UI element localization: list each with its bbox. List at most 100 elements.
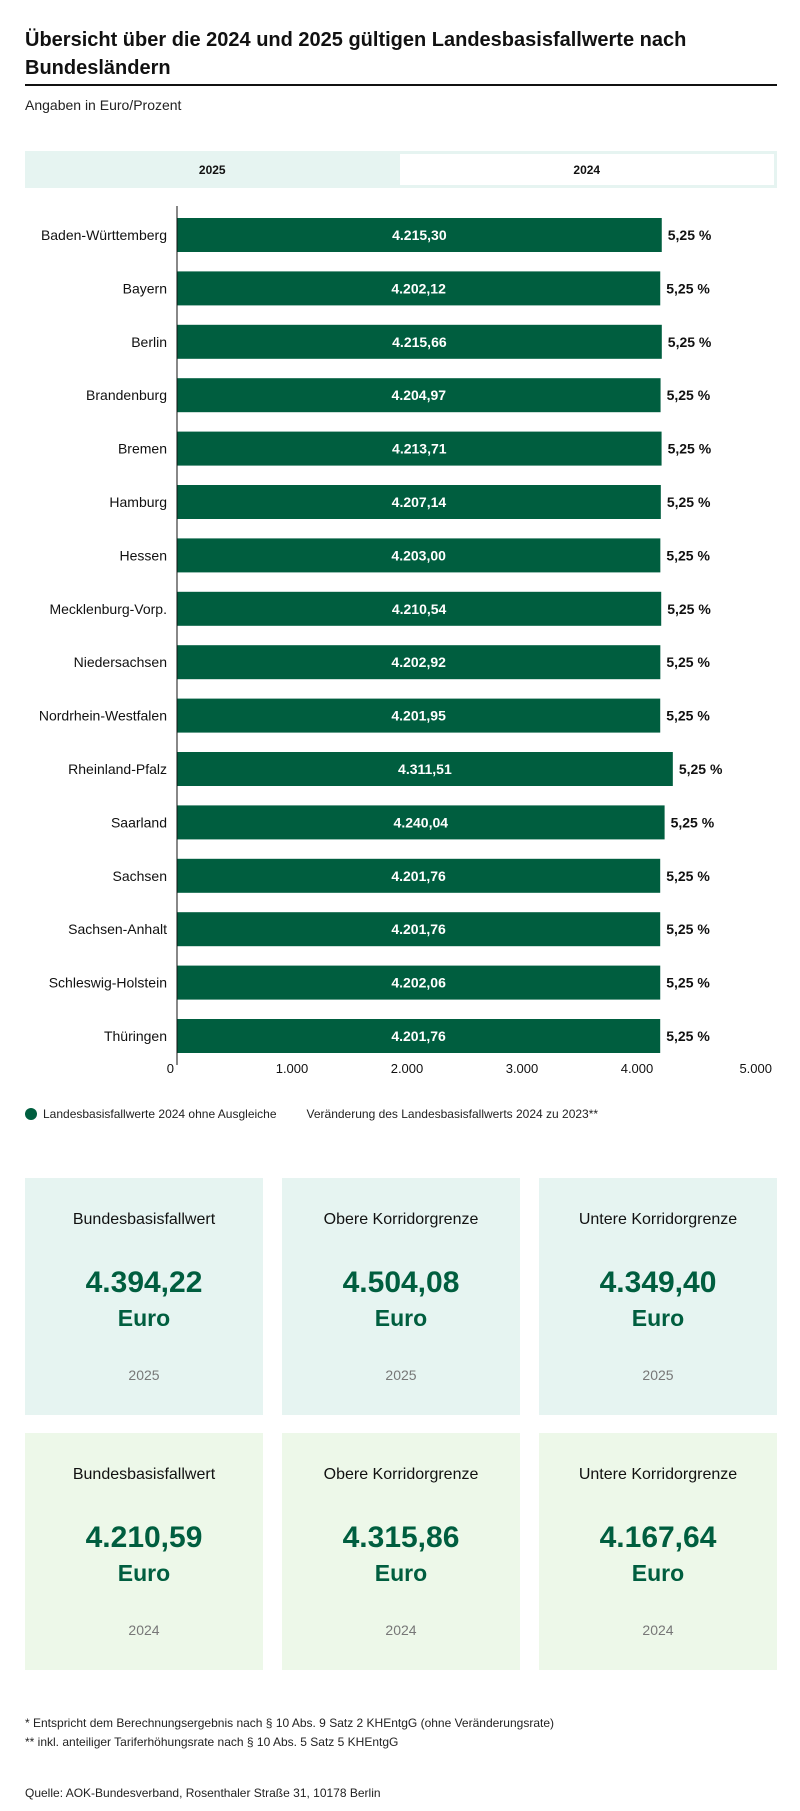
card-unit: Euro [117, 1305, 171, 1331]
card-unit: Euro [374, 1560, 428, 1586]
card-untere-korridorgrenze-2025: Untere Korridorgrenze 4.349,40 Euro 2025 [539, 1178, 777, 1415]
x-tick-label: 5.000 [739, 1061, 772, 1076]
card-unit: Euro [631, 1305, 685, 1331]
footnotes: * Entspricht dem Berechnungsergebnis nac… [25, 1714, 554, 1752]
card-unit: Euro [631, 1560, 685, 1586]
category-label: Saarland [111, 814, 167, 830]
change-label: 5,25 % [668, 227, 712, 243]
card-value: 4.349,40 [599, 1266, 717, 1299]
card-year: 2025 [642, 1367, 674, 1383]
category-label: Niedersachsen [74, 654, 167, 670]
category-label: Baden-Württemberg [41, 227, 167, 243]
change-label: 5,25 % [666, 708, 710, 724]
card-bundesbasisfallwert-2024: Bundesbasisfallwert 4.210,59 Euro 2024 [25, 1433, 263, 1670]
bar [177, 431, 662, 466]
year-tabs: 2025 2024 [25, 151, 777, 188]
cards-2025: Bundesbasisfallwert 4.394,22 Euro 2025 O… [25, 1178, 778, 1415]
bar-value-label: 4.311,51 [398, 761, 452, 777]
bar [177, 698, 661, 733]
card-untere-korridorgrenze-2024: Untere Korridorgrenze 4.167,64 Euro 2024 [539, 1433, 777, 1670]
card-year: 2025 [128, 1367, 160, 1383]
card-year: 2025 [385, 1367, 417, 1383]
source-note: Quelle: AOK-Bundesverband, Rosenthaler S… [25, 1786, 381, 1800]
bar [177, 965, 661, 1000]
change-label: 5,25 % [667, 494, 711, 510]
bar-value-label: 4.201,95 [391, 708, 446, 724]
category-label: Hessen [120, 547, 167, 563]
card-value: 4.167,64 [599, 1521, 717, 1554]
bar-value-label: 4.240,04 [394, 814, 449, 830]
change-label: 5,25 % [666, 921, 710, 937]
change-label: 5,25 % [666, 1028, 710, 1044]
category-label: Hamburg [109, 494, 167, 510]
bar-value-label: 4.213,71 [392, 441, 447, 457]
bar-value-label: 4.204,97 [392, 387, 447, 403]
card-year: 2024 [128, 1622, 160, 1638]
x-tick-label: 0 [167, 1061, 174, 1076]
bar-chart: Baden-Württemberg 4.215,30 5,25 % Bayern 4.2… [39, 206, 772, 1076]
bar [177, 271, 661, 306]
bar-value-label: 4.201,76 [391, 1028, 446, 1044]
x-tick-label: 1.000 [276, 1061, 309, 1076]
legend-swatch [25, 1108, 37, 1120]
card-label: Obere Korridorgrenze [323, 1466, 479, 1483]
card-label: Untere Korridorgrenze [578, 1211, 738, 1228]
category-label: Sachsen [113, 868, 167, 884]
change-label: 5,25 % [667, 601, 711, 617]
change-label: 5,25 % [679, 761, 723, 777]
bar-value-label: 4.201,76 [391, 921, 446, 937]
card-obere-korridorgrenze-2025: Obere Korridorgrenze 4.504,08 Euro 2025 [282, 1178, 520, 1415]
bar [177, 485, 661, 519]
bar [177, 645, 661, 680]
footnote-2: ** inkl. anteiliger Tariferhöhungsrate n… [25, 1735, 399, 1749]
page-title: Übersicht über die 2024 und 2025 gültige… [25, 29, 687, 79]
change-label: 5,25 % [671, 814, 715, 830]
card-obere-korridorgrenze-2024: Obere Korridorgrenze 4.315,86 Euro 2024 [282, 1433, 520, 1670]
x-tick-label: 3.000 [506, 1061, 539, 1076]
category-label: Mecklenburg-Vorp. [49, 601, 167, 617]
bar-value-label: 4.201,76 [391, 868, 446, 884]
card-label: Bundesbasisfallwert [72, 1211, 216, 1228]
bar-value-label: 4.215,30 [392, 227, 447, 243]
change-label: 5,25 % [666, 654, 710, 670]
change-label: 5,25 % [666, 547, 710, 563]
change-label: 5,25 % [667, 387, 711, 403]
tab-2024[interactable]: 2024 [399, 151, 777, 188]
card-label: Bundesbasisfallwert [72, 1466, 216, 1483]
category-label: Rheinland-Pfalz [68, 761, 167, 777]
bar [177, 538, 661, 573]
card-label: Obere Korridorgrenze [323, 1211, 479, 1228]
category-label: Nordrhein-Westfalen [39, 708, 167, 724]
category-label: Bayern [123, 280, 167, 296]
change-label: 5,25 % [666, 868, 710, 884]
card-unit: Euro [117, 1560, 171, 1586]
title-divider [25, 84, 777, 86]
card-label: Untere Korridorgrenze [578, 1466, 738, 1483]
tab-2025[interactable]: 2025 [25, 151, 400, 188]
footnote-1: * Entspricht dem Berechnungsergebnis nac… [25, 1716, 554, 1730]
legend-item-change: Veränderung des Landesbasisfallwerts 202… [306, 1107, 599, 1121]
bar-value-label: 4.202,06 [391, 975, 446, 991]
legend-item-values: Landesbasisfallwerte 2024 ohne Ausgleich… [43, 1107, 277, 1121]
category-label: Berlin [131, 334, 167, 350]
card-value: 4.210,59 [85, 1521, 203, 1554]
card-value: 4.394,22 [85, 1266, 203, 1299]
card-year: 2024 [385, 1622, 417, 1638]
change-label: 5,25 % [668, 441, 712, 457]
category-label: Brandenburg [86, 387, 167, 403]
bar-value-label: 4.207,14 [392, 494, 447, 510]
bar [177, 1019, 661, 1053]
bar [177, 912, 661, 947]
cards-2024: Bundesbasisfallwert 4.210,59 Euro 2024 O… [25, 1433, 778, 1670]
x-tick-label: 4.000 [621, 1061, 654, 1076]
card-value: 4.504,08 [342, 1266, 460, 1299]
bar [177, 591, 662, 626]
bar [177, 378, 661, 413]
card-year: 2024 [642, 1622, 674, 1638]
bar [177, 752, 673, 786]
change-label: 5,25 % [666, 975, 710, 991]
category-label: Thüringen [104, 1028, 167, 1044]
category-label: Bremen [118, 441, 167, 457]
bar [177, 805, 665, 840]
chart-legend: Landesbasisfallwerte 2024 ohne Ausgleich… [25, 1107, 598, 1121]
